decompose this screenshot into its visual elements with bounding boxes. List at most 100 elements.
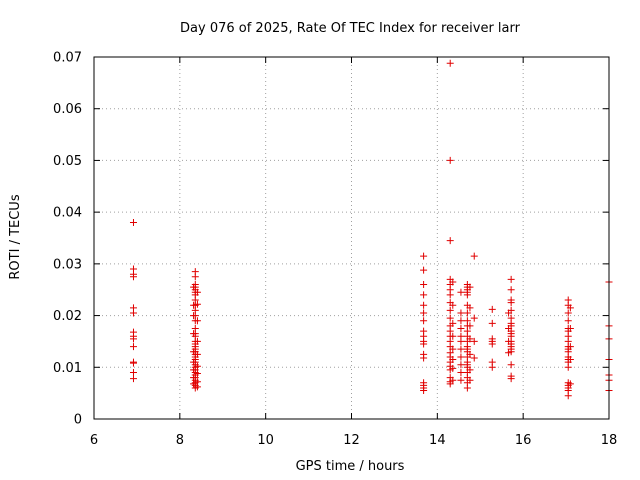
tick-labels: 6 8 10 12 14 16 18 0 0.01 0.02 0.03 0.04 0.05 0.06 0.0… [53,51,617,449]
data-point [566,356,574,364]
data-point [129,359,137,367]
data-point [193,288,201,296]
data-point [190,330,198,338]
plot-frame [93,56,610,420]
data-point [564,392,572,400]
data-point [466,283,474,291]
data-point [446,306,454,314]
data-point [505,337,513,345]
data-point [193,300,201,308]
data-point [449,319,457,327]
data-point [190,348,198,356]
x-tick-label: 10 [257,433,274,448]
data-point [193,350,201,358]
data-point [129,218,137,226]
data-point [488,340,496,348]
data-point [507,299,515,307]
data-point [488,319,496,327]
data-point [190,283,198,291]
data-point [457,288,465,296]
data-point [566,325,574,332]
data-point [457,353,465,361]
data-point [466,376,474,384]
data-point [420,354,428,362]
data-point [566,304,574,312]
y-tick-label: 0.03 [53,257,82,272]
data-point [129,273,137,281]
data-point [463,291,471,299]
data-point [463,384,471,392]
grid [94,57,609,419]
data-point [446,156,454,164]
data-point [190,374,198,382]
data-point [420,266,428,274]
data-point [457,376,465,384]
data-point [193,369,201,377]
data-point [446,59,454,67]
x-tick-label: 18 [601,433,618,448]
data-point [193,317,201,325]
data-point [488,305,496,313]
x-axis-label: GPS time / hours [296,459,405,474]
data-point [449,278,457,286]
data-point [466,350,474,358]
y-tick-label: 0.05 [53,154,82,169]
y-tick-label: 0.01 [53,361,82,376]
data-point [190,358,198,366]
data-point [446,291,454,299]
data-point [505,349,513,357]
y-axis-label: ROTI / TECUs [8,194,23,279]
chart-title: Day 076 of 2025, Rate Of TEC Index for r… [180,21,521,36]
data-point [449,364,457,372]
x-tick-label: 8 [176,433,184,448]
x-tick-label: 12 [343,433,360,448]
data-point [463,309,471,317]
data-point [191,273,199,281]
data-point [470,252,478,260]
data-point [470,314,478,322]
data-point [564,317,572,325]
data-point [449,356,457,364]
data-point [470,354,478,362]
data-point [507,275,515,283]
y-tick-label: 0.07 [53,51,82,66]
data-point [449,332,457,340]
data-point [457,309,465,317]
data-point [566,343,574,351]
data-point [420,291,428,299]
data-point [457,368,465,376]
y-tick-label: 0 [74,413,82,428]
data-point [466,304,474,312]
x-tick-label: 14 [429,433,446,448]
data-point [129,368,137,376]
data-point [505,325,513,332]
data-point [466,322,474,330]
data-point [449,301,457,309]
data-point [129,343,137,351]
data-point [507,361,515,369]
data-point [420,301,428,309]
data-point [190,380,198,388]
data-point [190,301,198,309]
data-point [466,335,474,343]
data-point [190,312,198,320]
data-point [420,252,428,260]
data-point [470,337,478,345]
x-tick-label: 16 [515,433,532,448]
data-point [507,375,515,383]
data-point [446,237,454,245]
data-point [129,375,137,383]
data-point [505,309,513,317]
data-point [420,387,428,395]
data-point [457,337,465,345]
data-point [466,366,474,374]
data-point [420,317,428,325]
data-point [457,317,465,325]
data-point [446,380,454,388]
y-tick-label: 0.02 [53,309,82,324]
data-point [488,363,496,371]
data-point [507,286,515,294]
data-point [449,345,457,353]
data-point [129,335,137,343]
